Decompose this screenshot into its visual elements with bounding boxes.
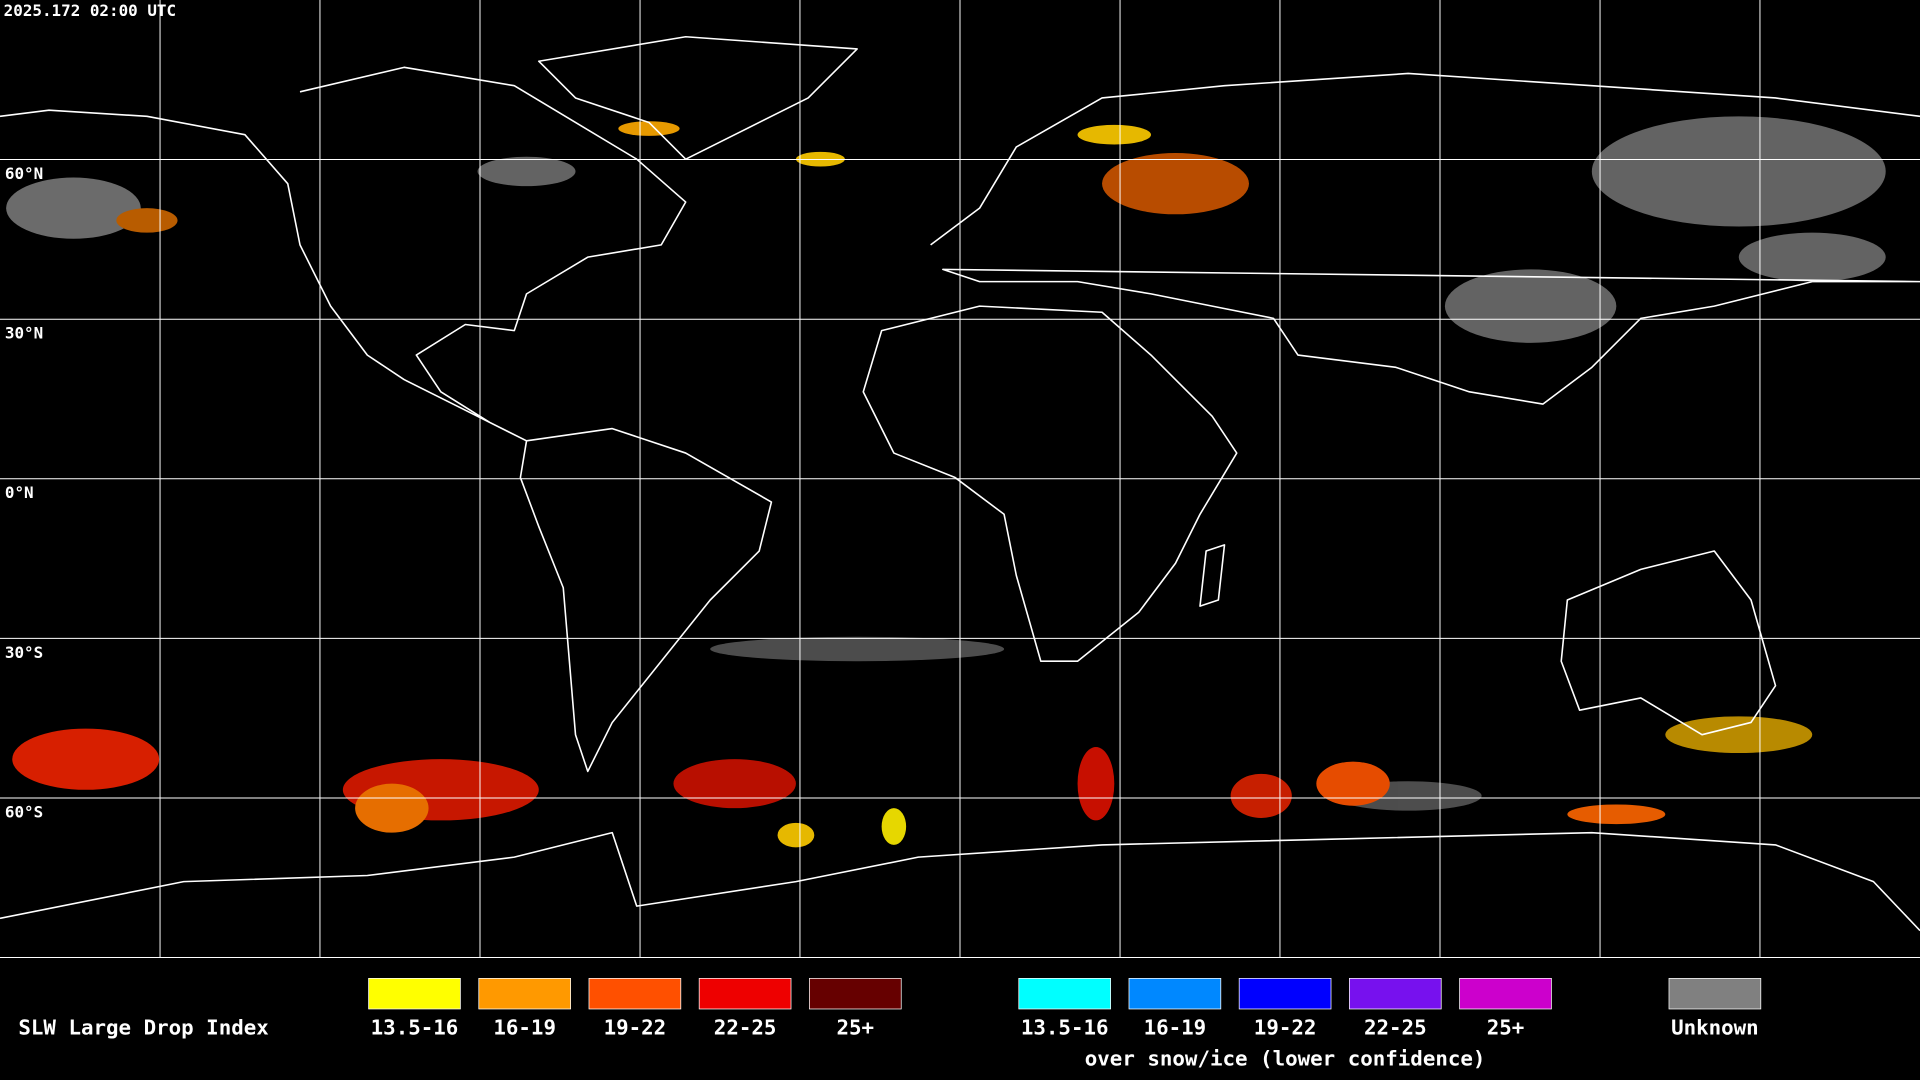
madagascar bbox=[1199, 544, 1226, 607]
cloud-patches bbox=[6, 116, 1886, 848]
legend-swatch bbox=[368, 978, 461, 1010]
legend-label: 19-22 bbox=[1254, 1016, 1317, 1040]
legend-swatch bbox=[478, 978, 571, 1010]
eurasia bbox=[930, 72, 1920, 405]
legend-swatch bbox=[809, 978, 902, 1010]
drop-patch bbox=[355, 783, 429, 833]
drop-patch bbox=[1077, 124, 1152, 145]
legend-label: 22-25 bbox=[714, 1016, 777, 1040]
unknown-patch bbox=[1591, 116, 1886, 227]
legend-label: 25+ bbox=[1487, 1016, 1525, 1040]
legend-label: Unknown bbox=[1671, 1016, 1759, 1040]
drop-patch bbox=[1230, 773, 1292, 818]
legend-swatch bbox=[1238, 978, 1332, 1010]
legend-label: 19-22 bbox=[604, 1016, 667, 1040]
drop-patch bbox=[116, 208, 178, 233]
drop-patch bbox=[1567, 804, 1666, 825]
legend-swatch bbox=[698, 978, 792, 1010]
africa bbox=[862, 305, 1238, 663]
drop-patch bbox=[1665, 716, 1813, 754]
latitude-labels: 60°N 30°N 0°N 30°S 60°S bbox=[5, 164, 43, 821]
legend-label: 16-19 bbox=[1144, 1016, 1207, 1040]
coastlines bbox=[0, 35, 1920, 932]
legend-label: 13.5-16 bbox=[371, 1016, 459, 1040]
legend: SLW Large Drop Index 13.5-16 16-19 19-22 22… bbox=[18, 978, 1762, 1070]
latitude-label: 0°N bbox=[5, 483, 34, 502]
legend-label: 13.5-16 bbox=[1021, 1016, 1109, 1040]
drop-patch bbox=[777, 822, 815, 848]
drop-patch bbox=[1077, 746, 1115, 821]
greenland bbox=[537, 35, 858, 160]
latitude-label: 30°N bbox=[5, 324, 43, 343]
graticule bbox=[0, 0, 1920, 959]
unknown-patch bbox=[1444, 269, 1617, 343]
unknown-patch bbox=[710, 636, 1005, 662]
latitude-label: 30°S bbox=[5, 643, 43, 662]
legend-swatch bbox=[588, 978, 682, 1010]
timestamp: 2025.172 02:00 UTC bbox=[4, 1, 176, 20]
australia bbox=[1560, 550, 1777, 736]
drop-patch bbox=[1316, 761, 1390, 806]
legend-label: 16-19 bbox=[493, 1016, 556, 1040]
drop-patch bbox=[1102, 153, 1249, 215]
unknown-patch bbox=[6, 177, 141, 239]
south-america bbox=[519, 427, 773, 773]
unknown-patch bbox=[1738, 232, 1886, 282]
drop-patch bbox=[618, 121, 680, 136]
legend-caption: over snow/ice (lower confidence) bbox=[1085, 1046, 1486, 1070]
drop-patch bbox=[673, 759, 796, 809]
legend-swatch bbox=[1668, 978, 1762, 1010]
latitude-label: 60°N bbox=[5, 164, 43, 183]
legend-swatch bbox=[1459, 978, 1552, 1010]
legend-swatch bbox=[1128, 978, 1222, 1010]
drop-patch bbox=[881, 808, 907, 845]
drop-patch bbox=[12, 728, 160, 790]
legend-label: 25+ bbox=[837, 1016, 875, 1040]
legend-label: 22-25 bbox=[1364, 1016, 1427, 1040]
antarctica bbox=[0, 831, 1920, 932]
legend-title: SLW Large Drop Index bbox=[18, 1016, 268, 1040]
legend-swatch bbox=[1018, 978, 1111, 1010]
legend-swatch bbox=[1349, 978, 1442, 1010]
unknown-patch bbox=[477, 156, 576, 187]
latitude-label: 60°S bbox=[5, 802, 43, 821]
